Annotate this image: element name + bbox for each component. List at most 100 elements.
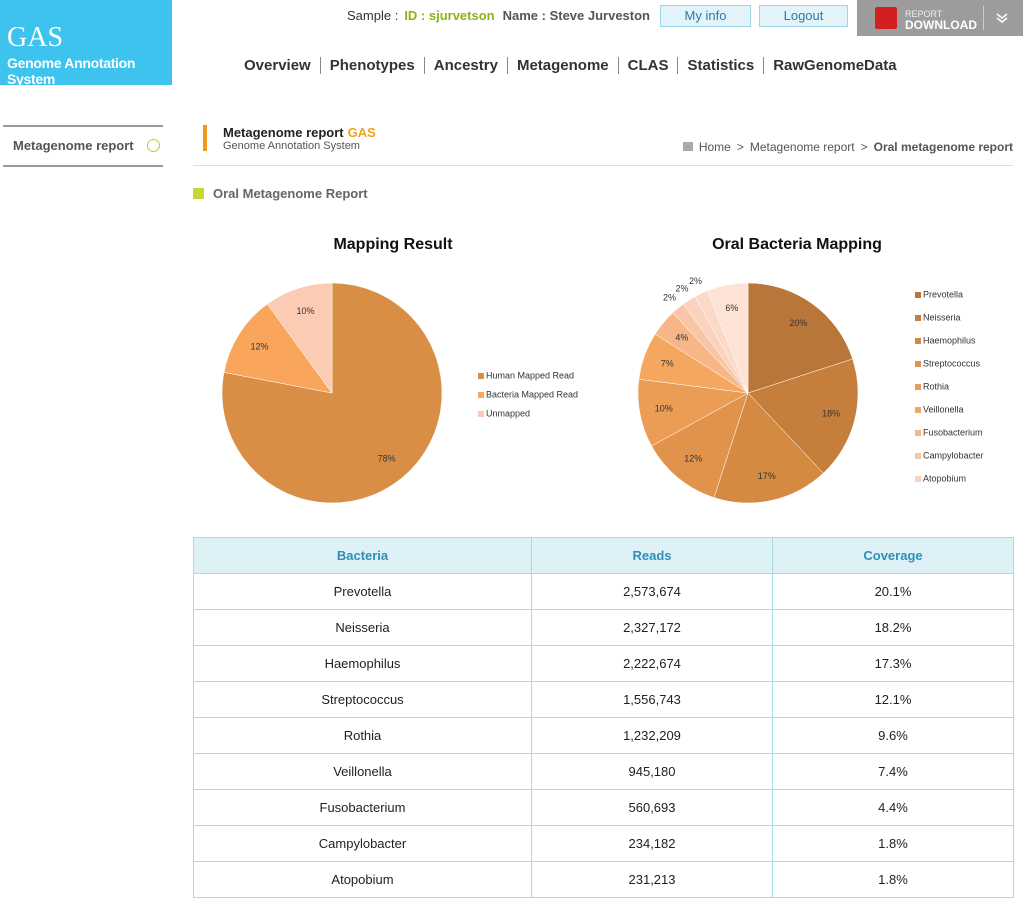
table-cell: Fusobacterium [193,789,532,826]
table-row: Rothia 1,232,209 9.6% [193,717,1014,754]
breadcrumb-separator: > [860,140,868,154]
legend-label: Human Mapped Read [486,370,574,380]
table-cell: 234,182 [531,825,773,862]
table-cell: 2,222,674 [531,645,773,682]
table-cell: Campylobacter [193,825,532,862]
chart-title: Mapping Result [333,236,453,253]
sample-label: Sample : [347,8,399,23]
header-row: Bacteria Reads Coverage [193,537,1014,574]
slice-label: 10% [296,306,314,316]
section-heading: Oral Metagenome Report [213,186,368,201]
table-cell: Atopobium [193,861,532,898]
pie-slice [747,282,853,394]
table-cell: 231,213 [531,861,773,898]
nav-item[interactable]: Statistics [677,57,764,74]
table-cell: Streptococcus [193,681,532,718]
sidebar-item[interactable]: Metagenome report [3,125,163,167]
breadcrumb-separator: > [736,140,744,154]
logout-button[interactable]: Logout [759,5,848,27]
pdf-icon [875,7,897,29]
user-name: Name : Steve Jurveston [502,8,651,23]
nav-item[interactable]: CLAS [617,57,678,74]
slice-label: 2% [675,283,688,293]
pie-slice [747,358,859,474]
slice-label: 4% [675,333,688,343]
slice-label: 2% [663,292,676,302]
legend-swatch [478,392,484,398]
table-cell: 12.1% [772,681,1014,718]
legend-swatch [915,292,921,298]
title-bar [203,125,207,151]
table-cell: 945,180 [531,753,773,790]
breadcrumb-item: Metagenome report [749,140,855,154]
table-row: Haemophilus 2,222,674 17.3% [193,645,1014,682]
table-cell: 1.8% [772,861,1014,898]
legend-label: Haemophilus [923,335,976,345]
table-cell: 4.4% [772,789,1014,826]
title-brand: GAS [347,125,376,140]
table-cell: 1,232,209 [531,717,773,754]
table-cell: 1.8% [772,825,1014,862]
legend-label: Atopobium [923,473,966,483]
nav: Overview Phenotypes Ancestry Metagenome CLAS… [235,57,906,74]
legend-label: Neisseria [923,312,961,322]
table-cell: 2,573,674 [531,573,773,610]
chevron [996,13,1008,23]
legend-label: Unmapped [486,408,530,418]
nav-item[interactable]: Ancestry [423,57,507,74]
table-cell: 20.1% [772,573,1014,610]
title-text: Metagenome report [223,125,344,140]
nav-item[interactable]: Overview [244,57,311,74]
legend-label: Rothia [923,381,949,391]
breadcrumb-item: Home [698,140,731,154]
header-cell: Reads [531,537,773,574]
section-icon [193,188,204,199]
table-cell: Veillonella [193,753,532,790]
breadcrumb-item: Oral metagenome report [873,140,1013,154]
table-cell: Neisseria [193,609,532,646]
nav-item[interactable]: Metagenome [506,57,618,74]
logo[interactable]: GAS Genome Annotation System [0,0,172,87]
breadcrumb: Home > Metagenome report > Oral metagenome r… [682,140,1013,154]
table-row: Fusobacterium 560,693 4.4% [193,789,1014,826]
legend-label: Prevotella [923,289,963,299]
slice-label: 2% [689,276,702,286]
my-info-button[interactable]: My info [660,5,751,27]
slice-label: 12% [251,341,269,351]
slice-label: 18% [822,409,840,419]
home-icon [682,142,693,151]
nav-item[interactable]: RawGenomeData [763,57,906,74]
nav-item[interactable]: Phenotypes [319,57,424,74]
table-row: Campylobacter 234,182 1.8% [193,825,1014,862]
legend-label: Streptococcus [923,358,981,368]
page-subtitle: Genome Annotation System [223,140,360,152]
user-id: ID : sjurvetson [404,8,495,23]
pie-slice [266,282,333,394]
table-cell: 1,556,743 [531,681,773,718]
table-cell: 17.3% [772,645,1014,682]
download-button[interactable]: REPORT DOWNLOAD [857,0,1023,36]
logo-subtitle: Genome Annotation System [7,55,136,87]
sidebar-label: Metagenome report [13,138,134,153]
legend-label: Fusobacterium [923,427,983,437]
legend-swatch [915,338,921,344]
legend-label: Veillonella [923,404,964,414]
legend-swatch [915,476,921,482]
divider [983,6,984,30]
page-title: Metagenome report GAS [223,125,376,140]
slice-label: 6% [725,303,738,313]
legend-swatch [915,384,921,390]
legend-swatch [915,453,921,459]
legend-swatch [478,411,484,417]
legend-swatch [478,373,484,379]
table-row: Prevotella 2,573,674 20.1% [193,573,1014,610]
table-row: Atopobium 231,213 1.8% [193,861,1014,898]
table-cell: 7.4% [772,753,1014,790]
charts: Mapping Result 78% 12% 10% Human Mapped Read… [221,236,984,504]
legend-label: Campylobacter [923,450,984,460]
table-cell: Haemophilus [193,645,532,682]
table-cell: 2,327,172 [531,609,773,646]
pie-slice [651,392,749,498]
legend-swatch [915,430,921,436]
